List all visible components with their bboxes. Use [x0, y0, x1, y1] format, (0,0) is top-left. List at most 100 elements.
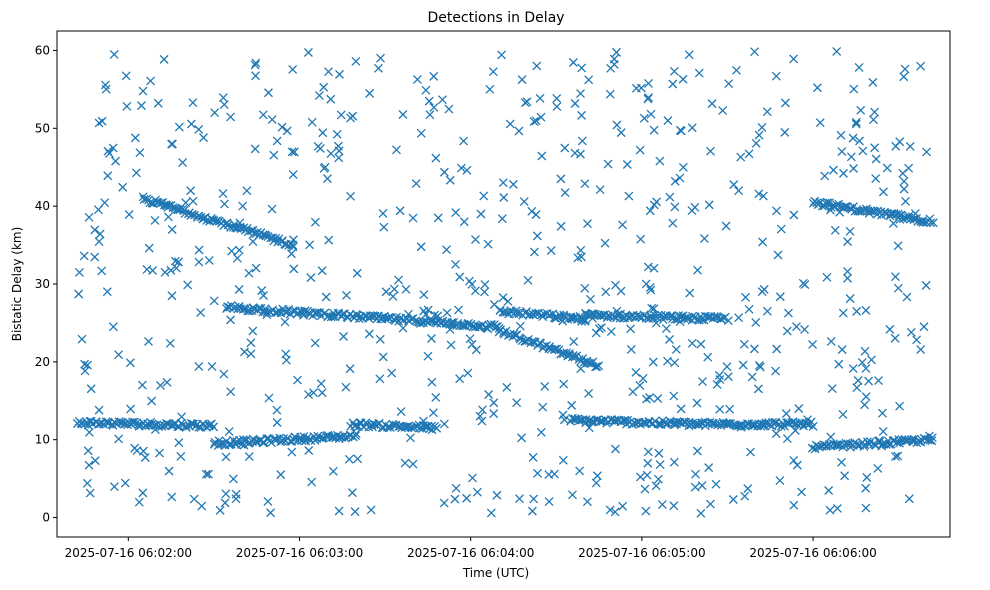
data-point [134, 497, 144, 507]
data-point [485, 84, 495, 94]
data-point [353, 454, 363, 464]
data-point [643, 458, 653, 468]
data-point [222, 218, 232, 228]
data-point [439, 498, 449, 508]
data-point [668, 79, 678, 89]
data-point [415, 319, 425, 328]
data-point [675, 173, 685, 183]
data-point [694, 68, 704, 78]
data-point [861, 363, 871, 373]
data-point [454, 305, 463, 315]
data-point [753, 384, 763, 394]
data-point [411, 179, 421, 189]
data-point [145, 198, 155, 208]
data-point [281, 349, 291, 359]
data-point [234, 285, 244, 294]
data-point [837, 345, 847, 355]
data-point [456, 163, 466, 173]
data-point [269, 150, 279, 160]
data-point [757, 122, 767, 132]
data-point [559, 379, 569, 389]
data-point [744, 149, 754, 159]
data-point [210, 108, 220, 118]
data-point [431, 392, 441, 402]
data-point [432, 423, 442, 433]
data-point [188, 196, 198, 206]
data-point [114, 434, 124, 444]
y-tick-label: 0 [42, 511, 50, 525]
data-point [888, 218, 898, 228]
data-point [317, 433, 327, 443]
data-point [138, 488, 148, 498]
data-point [442, 245, 452, 255]
data-point [582, 497, 592, 507]
x-axis: 2025-07-16 06:02:00 2025-07-16 06:03:00 20… [65, 537, 877, 560]
data-point [178, 158, 188, 168]
x-tick-label: 2025-07-16 06:05:00 [578, 546, 705, 560]
data-point [584, 423, 594, 433]
data-point [345, 364, 355, 374]
data-point [489, 398, 499, 408]
data-point [234, 245, 244, 255]
data-point [465, 276, 474, 286]
data-point [136, 101, 146, 111]
data-point [326, 94, 336, 104]
data-point [508, 179, 518, 189]
data-point [155, 448, 165, 458]
data-point [272, 418, 282, 427]
data-point [807, 443, 817, 453]
data-point [678, 162, 688, 172]
data-point [734, 313, 744, 323]
data-point [669, 391, 679, 401]
data-point [556, 311, 566, 321]
data-point [591, 478, 601, 488]
data-point [90, 456, 100, 466]
data-point [852, 383, 862, 393]
data-point [576, 364, 586, 374]
data-point [712, 379, 722, 389]
data-point [138, 446, 148, 456]
data-point [109, 50, 119, 59]
data-point [396, 407, 406, 417]
data-point [427, 377, 437, 387]
y-tick-label: 60 [35, 43, 50, 57]
data-point [188, 98, 198, 108]
data-point [517, 75, 527, 85]
data-point [912, 335, 922, 345]
data-point [531, 308, 541, 318]
data-point [395, 206, 405, 216]
data-point [684, 421, 694, 431]
data-point [780, 127, 790, 137]
data-point [841, 201, 851, 211]
data-point [622, 160, 632, 169]
data-point [346, 113, 356, 123]
data-point [584, 75, 594, 85]
x-tick-label: 2025-07-16 06:02:00 [65, 546, 192, 560]
data-point [906, 327, 916, 337]
data-point [498, 293, 508, 303]
data-point [97, 418, 106, 428]
data-point [276, 470, 286, 480]
data-point [479, 191, 489, 201]
data-point [747, 372, 757, 382]
data-point [83, 446, 93, 456]
data-point [570, 99, 580, 108]
data-point [638, 374, 648, 383]
data-point [820, 198, 830, 208]
data-point [342, 290, 351, 300]
data-point [232, 436, 242, 446]
data-point [661, 324, 671, 334]
data-point [532, 231, 542, 241]
data-point [654, 448, 664, 458]
data-point [240, 436, 249, 446]
y-axis-title: Bistatic Delay (km) [10, 227, 24, 342]
data-point [498, 178, 508, 188]
data-point [366, 312, 376, 322]
data-point [577, 110, 587, 120]
data-point [137, 380, 147, 390]
data-point [84, 212, 94, 222]
data-point [512, 398, 522, 408]
data-point [687, 206, 697, 216]
data-point [408, 213, 418, 223]
data-point [304, 390, 313, 400]
